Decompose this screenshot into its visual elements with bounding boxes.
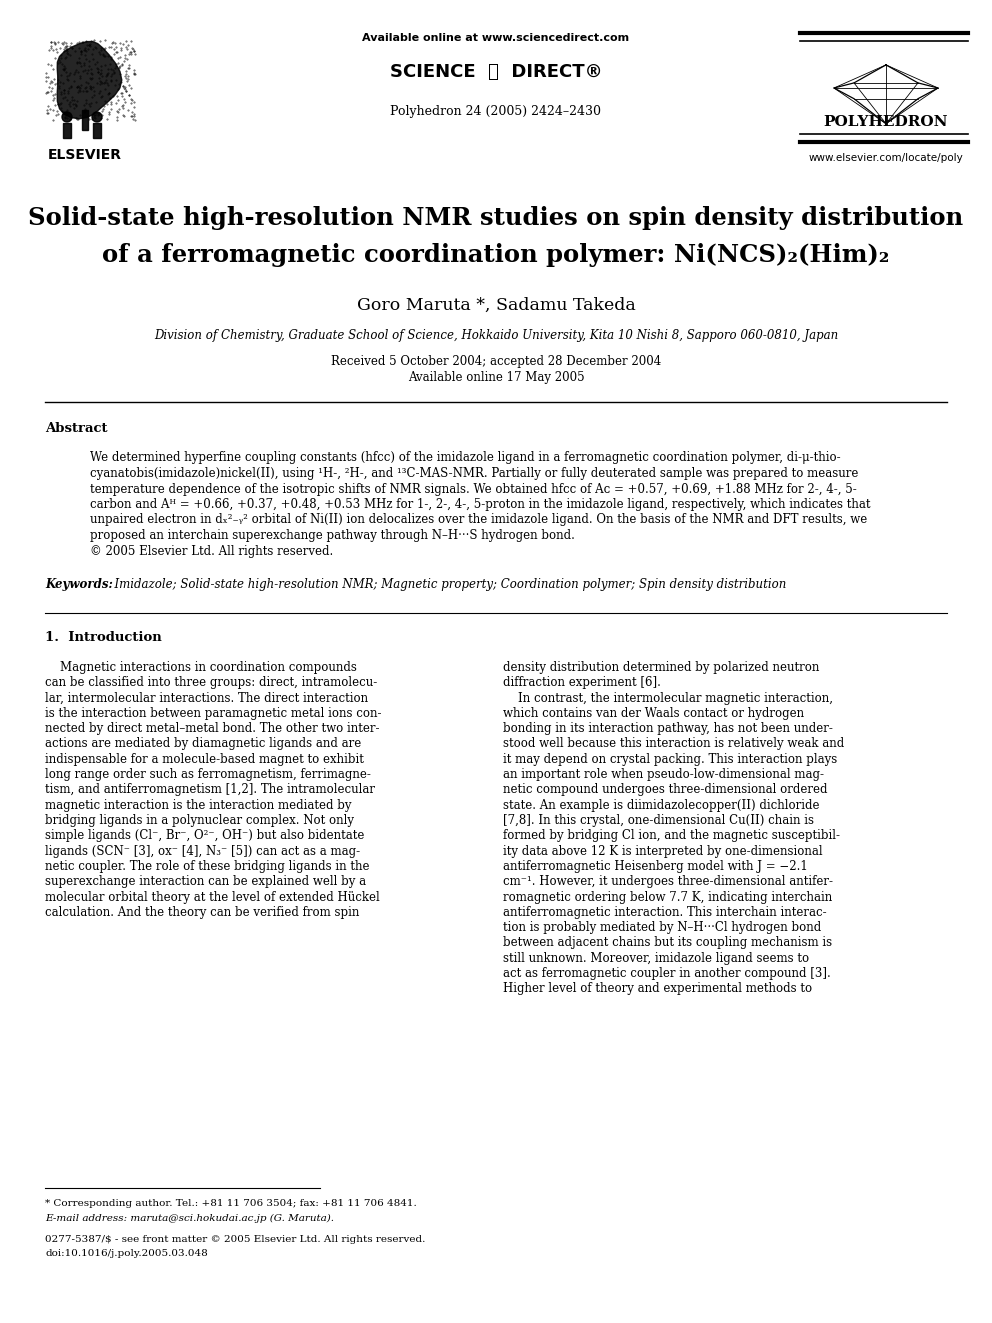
Text: ligands (SCN⁻ [3], ox⁻ [4], N₃⁻ [5]) can act as a mag-: ligands (SCN⁻ [3], ox⁻ [4], N₃⁻ [5]) can… <box>45 844 360 857</box>
Text: netic coupler. The role of these bridging ligands in the: netic coupler. The role of these bridgin… <box>45 860 369 873</box>
Text: diffraction experiment [6].: diffraction experiment [6]. <box>503 676 661 689</box>
Text: bridging ligands in a polynuclear complex. Not only: bridging ligands in a polynuclear comple… <box>45 814 354 827</box>
Text: between adjacent chains but its coupling mechanism is: between adjacent chains but its coupling… <box>503 937 832 950</box>
Text: superexchange interaction can be explained well by a: superexchange interaction can be explain… <box>45 876 366 888</box>
Text: Received 5 October 2004; accepted 28 December 2004: Received 5 October 2004; accepted 28 Dec… <box>331 356 661 369</box>
Text: actions are mediated by diamagnetic ligands and are: actions are mediated by diamagnetic liga… <box>45 737 361 750</box>
Text: romagnetic ordering below 7.7 K, indicating interchain: romagnetic ordering below 7.7 K, indicat… <box>503 890 832 904</box>
Text: of a ferromagnetic coordination polymer: Ni(NCS)₂(Him)₂: of a ferromagnetic coordination polymer:… <box>102 243 890 267</box>
Text: bonding in its interaction pathway, has not been under-: bonding in its interaction pathway, has … <box>503 722 833 736</box>
Text: Division of Chemistry, Graduate School of Science, Hokkaido University, Kita 10 : Division of Chemistry, Graduate School o… <box>154 328 838 341</box>
Text: cm⁻¹. However, it undergoes three-dimensional antifer-: cm⁻¹. However, it undergoes three-dimens… <box>503 876 833 888</box>
Text: density distribution determined by polarized neutron: density distribution determined by polar… <box>503 662 819 673</box>
Text: indispensable for a molecule-based magnet to exhibit: indispensable for a molecule-based magne… <box>45 753 364 766</box>
Text: SCIENCE  ⓓ  DIRECT®: SCIENCE ⓓ DIRECT® <box>390 64 602 81</box>
Text: tism, and antiferromagnetism [1,2]. The intramolecular: tism, and antiferromagnetism [1,2]. The … <box>45 783 375 796</box>
Text: E-mail address: maruta@sci.hokudai.ac.jp (G. Maruta).: E-mail address: maruta@sci.hokudai.ac.jp… <box>45 1213 334 1222</box>
Text: can be classified into three groups: direct, intramolecu-: can be classified into three groups: dir… <box>45 676 377 689</box>
Text: antiferromagnetic Heisenberg model with J = −2.1: antiferromagnetic Heisenberg model with … <box>503 860 807 873</box>
Polygon shape <box>82 110 88 130</box>
Text: it may depend on crystal packing. This interaction plays: it may depend on crystal packing. This i… <box>503 753 837 766</box>
Text: antiferromagnetic interaction. This interchain interac-: antiferromagnetic interaction. This inte… <box>503 906 826 918</box>
Text: stood well because this interaction is relatively weak and: stood well because this interaction is r… <box>503 737 844 750</box>
Text: * Corresponding author. Tel.: +81 11 706 3504; fax: +81 11 706 4841.: * Corresponding author. Tel.: +81 11 706… <box>45 1200 417 1208</box>
Text: ELSEVIER: ELSEVIER <box>48 148 122 161</box>
Circle shape <box>62 112 72 122</box>
Text: state. An example is diimidazolecopper(II) dichloride: state. An example is diimidazolecopper(I… <box>503 799 819 812</box>
Text: Available online 17 May 2005: Available online 17 May 2005 <box>408 372 584 385</box>
Text: netic compound undergoes three-dimensional ordered: netic compound undergoes three-dimension… <box>503 783 827 796</box>
Text: ity data above 12 K is interpreted by one-dimensional: ity data above 12 K is interpreted by on… <box>503 844 822 857</box>
Text: 1.  Introduction: 1. Introduction <box>45 631 162 644</box>
Text: Magnetic interactions in coordination compounds: Magnetic interactions in coordination co… <box>45 662 357 673</box>
Text: simple ligands (Cl⁻, Br⁻, O²⁻, OH⁻) but also bidentate: simple ligands (Cl⁻, Br⁻, O²⁻, OH⁻) but … <box>45 830 364 843</box>
Text: molecular orbital theory at the level of extended Hückel: molecular orbital theory at the level of… <box>45 890 380 904</box>
Circle shape <box>92 112 102 122</box>
Text: doi:10.1016/j.poly.2005.03.048: doi:10.1016/j.poly.2005.03.048 <box>45 1249 207 1258</box>
Text: long range order such as ferromagnetism, ferrimagne-: long range order such as ferromagnetism,… <box>45 769 371 781</box>
Text: In contrast, the intermolecular magnetic interaction,: In contrast, the intermolecular magnetic… <box>503 692 833 705</box>
Text: [7,8]. In this crystal, one-dimensional Cu(II) chain is: [7,8]. In this crystal, one-dimensional … <box>503 814 814 827</box>
Text: cyanatobis(imidazole)nickel(II), using ¹H-, ²H-, and ¹³C-MAS-NMR. Partially or f: cyanatobis(imidazole)nickel(II), using ¹… <box>90 467 858 480</box>
Text: calculation. And the theory can be verified from spin: calculation. And the theory can be verif… <box>45 906 359 918</box>
Polygon shape <box>58 41 122 119</box>
Text: formed by bridging Cl ion, and the magnetic susceptibil-: formed by bridging Cl ion, and the magne… <box>503 830 840 843</box>
Text: Available online at www.sciencedirect.com: Available online at www.sciencedirect.co… <box>362 33 630 44</box>
Text: Solid-state high-resolution NMR studies on spin density distribution: Solid-state high-resolution NMR studies … <box>29 206 963 230</box>
Text: Abstract: Abstract <box>45 422 107 434</box>
Text: POLYHEDRON: POLYHEDRON <box>823 115 948 130</box>
Text: which contains van der Waals contact or hydrogen: which contains van der Waals contact or … <box>503 706 805 720</box>
Text: carbon and Aᴴ = +0.66, +0.37, +0.48, +0.53 MHz for 1-, 2-, 4-, 5-proton in the i: carbon and Aᴴ = +0.66, +0.37, +0.48, +0.… <box>90 497 871 511</box>
Text: is the interaction between paramagnetic metal ions con-: is the interaction between paramagnetic … <box>45 706 382 720</box>
Text: © 2005 Elsevier Ltd. All rights reserved.: © 2005 Elsevier Ltd. All rights reserved… <box>90 545 333 557</box>
Text: 0277-5387/$ - see front matter © 2005 Elsevier Ltd. All rights reserved.: 0277-5387/$ - see front matter © 2005 El… <box>45 1236 426 1245</box>
Text: Keywords:: Keywords: <box>45 578 113 591</box>
Text: We determined hyperfine coupling constants (hfcc) of the imidazole ligand in a f: We determined hyperfine coupling constan… <box>90 451 840 464</box>
Text: lar, intermolecular interactions. The direct interaction: lar, intermolecular interactions. The di… <box>45 692 368 705</box>
Text: act as ferromagnetic coupler in another compound [3].: act as ferromagnetic coupler in another … <box>503 967 830 980</box>
Text: Polyhedron 24 (2005) 2424–2430: Polyhedron 24 (2005) 2424–2430 <box>391 106 601 119</box>
Polygon shape <box>63 123 71 138</box>
Text: magnetic interaction is the interaction mediated by: magnetic interaction is the interaction … <box>45 799 351 812</box>
Text: Goro Maruta *, Sadamu Takeda: Goro Maruta *, Sadamu Takeda <box>357 296 635 314</box>
Text: an important role when pseudo-low-dimensional mag-: an important role when pseudo-low-dimens… <box>503 769 824 781</box>
Polygon shape <box>93 123 101 138</box>
Text: still unknown. Moreover, imidazole ligand seems to: still unknown. Moreover, imidazole ligan… <box>503 951 809 964</box>
Text: Imidazole; Solid-state high-resolution NMR; Magnetic property; Coordination poly: Imidazole; Solid-state high-resolution N… <box>107 578 787 591</box>
Text: nected by direct metal–metal bond. The other two inter-: nected by direct metal–metal bond. The o… <box>45 722 380 736</box>
Text: www.elsevier.com/locate/poly: www.elsevier.com/locate/poly <box>808 153 963 163</box>
Text: tion is probably mediated by N–H···Cl hydrogen bond: tion is probably mediated by N–H···Cl hy… <box>503 921 821 934</box>
Text: temperature dependence of the isotropic shifts of NMR signals. We obtained hfcc : temperature dependence of the isotropic … <box>90 483 857 496</box>
Text: Higher level of theory and experimental methods to: Higher level of theory and experimental … <box>503 982 812 995</box>
Text: unpaired electron in dₓ²₋ᵧ² orbital of Ni(II) ion delocalizes over the imidazole: unpaired electron in dₓ²₋ᵧ² orbital of N… <box>90 513 867 527</box>
Text: proposed an interchain superexchange pathway through N–H···S hydrogen bond.: proposed an interchain superexchange pat… <box>90 529 575 542</box>
